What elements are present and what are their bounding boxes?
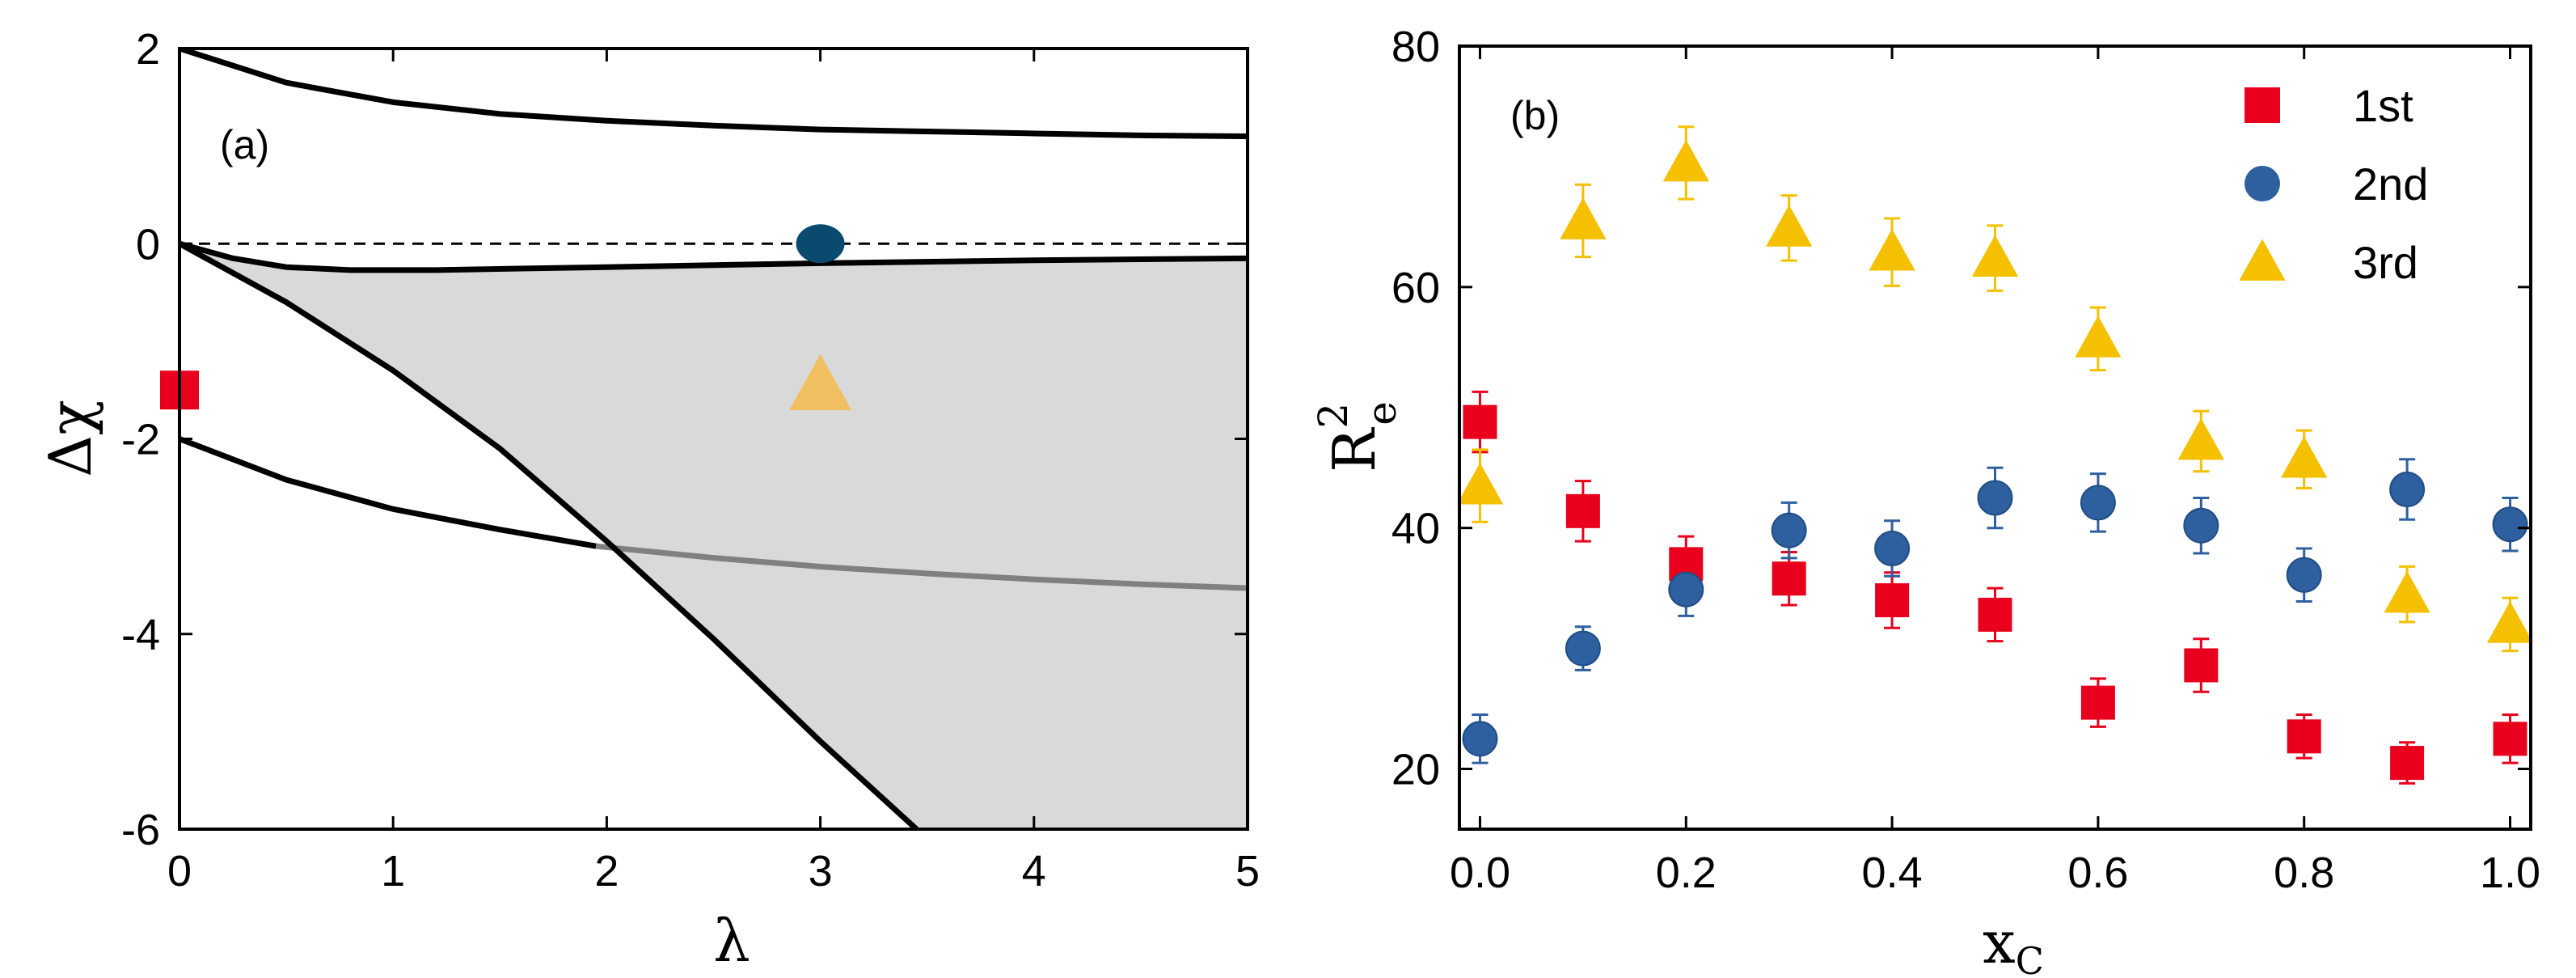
point-2nd: [2183, 507, 2219, 544]
point-1st: [2390, 746, 2425, 781]
point-2nd: [1565, 630, 1601, 667]
x-tick-label: 0: [167, 847, 192, 895]
point-2nd: [1771, 512, 1807, 548]
point-2nd: [1977, 480, 2013, 516]
x-tick-label: 0.2: [1656, 849, 1717, 897]
point-3rd: [2384, 571, 2430, 613]
y-tick-label: 60: [1391, 264, 1440, 312]
x-axis-title: xC: [1983, 908, 2044, 978]
y-tick-label: 40: [1391, 505, 1440, 553]
x-tick-label: 0.0: [1450, 849, 1510, 897]
point-3rd: [1971, 235, 2019, 277]
point-3rd: [1766, 205, 1813, 247]
point-2nd: [1874, 531, 1911, 567]
plot-frame: [1458, 44, 2532, 831]
curve-lower-left: [179, 436, 597, 549]
y-axis-title: R2e: [1310, 401, 1405, 472]
point-3rd: [2281, 436, 2328, 478]
x-tick-label: 0.8: [2274, 849, 2334, 897]
x-axis-title-main: x: [1983, 908, 2016, 976]
x-tick-label: 2: [594, 847, 619, 895]
x-tick-label: 5: [1235, 847, 1260, 895]
shaded-region: [179, 243, 1248, 829]
y-tick-label: 80: [1391, 23, 1440, 71]
point-2nd: [1668, 571, 1704, 608]
point-3rd: [1662, 139, 1709, 182]
legend: 1st 2nd 3rd: [2239, 80, 2428, 288]
x-tick-label: 1: [381, 847, 405, 895]
point-1st: [1463, 404, 1497, 439]
point-1st: [2080, 685, 2115, 720]
point-2nd: [1462, 721, 1498, 757]
point-3rd: [1560, 197, 1607, 239]
legend-marker-1st: [2244, 87, 2280, 123]
y-tick-label: -6: [121, 806, 160, 854]
y-axis-title-main: R: [1320, 427, 1388, 472]
x-tick-label: 4: [1022, 847, 1046, 895]
x-axis-title: λ: [713, 907, 750, 975]
y-tick-label: 2: [136, 25, 160, 74]
y-tick-label: -4: [121, 611, 160, 659]
point-3rd: [1456, 462, 1504, 505]
x-tick-label: 3: [809, 847, 833, 895]
y-axis-title-subscript: e: [1358, 401, 1405, 425]
x-axis-title-subscript: C: [2016, 939, 2044, 978]
marker-triangle: [789, 354, 852, 410]
panel-label: (a): [220, 122, 269, 167]
x-tick-label: 0.6: [2067, 849, 2128, 897]
x-tick-label: 1.0: [2480, 849, 2540, 897]
point-3rd: [1869, 229, 1915, 271]
point-3rd: [2486, 601, 2534, 643]
y-tick-label: 0: [136, 220, 160, 269]
y-axis-title-superscript: 2: [1310, 403, 1357, 429]
point-1st: [1565, 493, 1600, 528]
curve-lower-right: [595, 543, 1248, 591]
legend-label-1st: 1st: [2353, 80, 2413, 131]
point-2nd: [2080, 485, 2116, 521]
marker-circle: [796, 224, 845, 264]
point-1st: [1978, 597, 2012, 632]
legend-label-3rd: 3rd: [2353, 237, 2418, 288]
legend-label-2nd: 2nd: [2353, 159, 2428, 210]
y-tick-label: -2: [121, 416, 160, 464]
point-1st: [2287, 719, 2321, 754]
point-2nd: [2286, 557, 2322, 593]
panel-a-chart: 0 1 2 3 4 5 2 0 -2 -4 -6 (a) λ Δχ: [36, 25, 1260, 975]
x-tick-label: 0.4: [1862, 849, 1923, 897]
point-1st: [2493, 722, 2527, 756]
panel-b-chart: 0.0 0.2 0.4 0.6 0.8 1.0 20 40 60 80 (b) 1st 2nd 3rd…: [1310, 23, 2540, 978]
legend-marker-3rd: [2239, 239, 2286, 281]
y-tick-label: 20: [1391, 746, 1440, 794]
point-1st: [1875, 583, 1910, 618]
panel-label: (b): [1510, 93, 1560, 138]
point-2nd: [2389, 472, 2426, 508]
curve-upper: [179, 49, 1248, 140]
legend-marker-2nd: [2244, 166, 2280, 201]
curve-steep: [179, 241, 918, 829]
curve-near-zero: [179, 240, 1248, 273]
point-2nd: [2492, 506, 2528, 543]
point-3rd: [2177, 417, 2224, 460]
point-3rd: [2075, 315, 2122, 358]
point-1st: [1772, 561, 1806, 596]
point-1st: [2184, 648, 2219, 683]
y-axis-title: Δχ: [36, 400, 104, 477]
